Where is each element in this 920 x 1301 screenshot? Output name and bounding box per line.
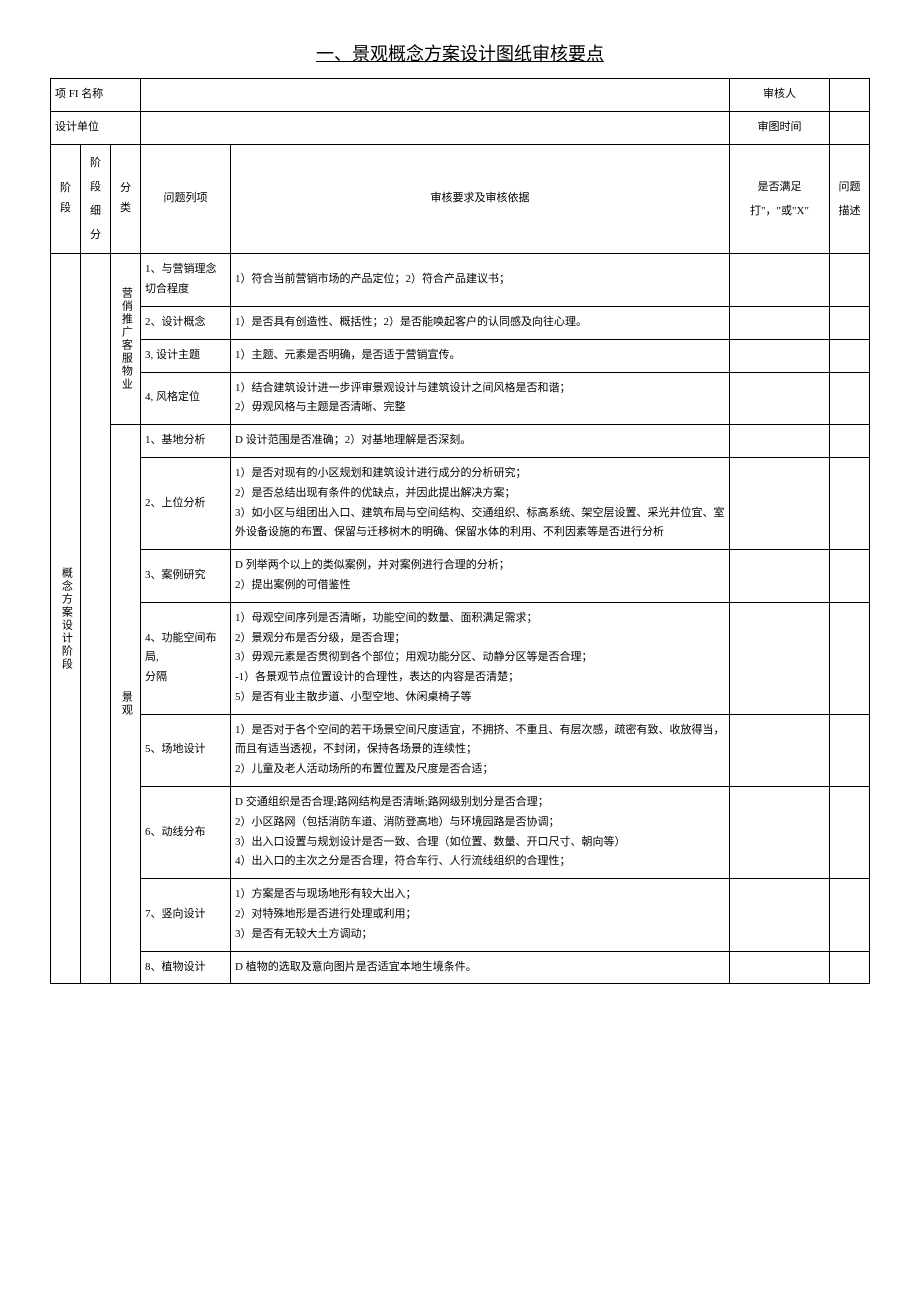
satisfy-cell bbox=[730, 457, 830, 549]
satisfy-cell bbox=[730, 306, 830, 339]
item-cell: 4、功能空间布局, 分隔 bbox=[141, 602, 231, 714]
document-title: 一、景观概念方案设计图纸审核要点 bbox=[50, 40, 870, 66]
desc-cell bbox=[830, 550, 870, 603]
review-time-label: 审图时间 bbox=[730, 111, 830, 144]
stage-cell: 概念方案设计阶段 bbox=[51, 254, 81, 984]
criteria-cell: D 植物的选取及意向图片是否适宜本地生境条件。 bbox=[231, 951, 730, 984]
satisfy-cell bbox=[730, 879, 830, 951]
criteria-cell: 1）符合当前营销市场的产品定位；2）符合产品建议书； bbox=[231, 254, 730, 307]
meta-row-1: 项 FI 名称 审核人 bbox=[51, 79, 870, 112]
item-cell: 2、上位分析 bbox=[141, 457, 231, 549]
desc-cell bbox=[830, 339, 870, 372]
criteria-cell: 1）是否对于各个空间的若干场景空间尺度适宜，不拥挤、不重且、有层次感，疏密有致、… bbox=[231, 714, 730, 786]
criteria-cell: D 列举两个以上的类似案例，并对案例进行合理的分析； 2）提出案例的可借鉴性 bbox=[231, 550, 730, 603]
satisfy-cell bbox=[730, 550, 830, 603]
satisfy-cell bbox=[730, 372, 830, 425]
table-row: 4, 风格定位 1）结合建筑设计进一步评审景观设计与建筑设计之间风格是否和谐； … bbox=[51, 372, 870, 425]
criteria-cell: D 交通组织是否合理;路网结构是否清晰;路网级别划分是否合理； 2）小区路网（包… bbox=[231, 787, 730, 879]
col-criteria: 审核要求及审核依据 bbox=[231, 144, 730, 254]
desc-cell bbox=[830, 879, 870, 951]
desc-cell bbox=[830, 602, 870, 714]
col-item: 问题列项 bbox=[141, 144, 231, 254]
desc-cell bbox=[830, 306, 870, 339]
criteria-cell: 1）结合建筑设计进一步评审景观设计与建筑设计之间风格是否和谐； 2）毋观风格与主… bbox=[231, 372, 730, 425]
substage-cell bbox=[81, 254, 111, 984]
project-value bbox=[141, 79, 730, 112]
item-cell: 5、场地设计 bbox=[141, 714, 231, 786]
table-row: 8、植物设计 D 植物的选取及意向图片是否适宜本地生境条件。 bbox=[51, 951, 870, 984]
item-cell: 2、设计概念 bbox=[141, 306, 231, 339]
satisfy-cell bbox=[730, 425, 830, 458]
review-time-value bbox=[830, 111, 870, 144]
column-header-row: 阶段 阶段 细分 分类 问题列项 审核要求及审核依据 是否满足 打"，"或"X"… bbox=[51, 144, 870, 254]
satisfy-cell bbox=[730, 787, 830, 879]
desc-cell bbox=[830, 951, 870, 984]
desc-cell bbox=[830, 425, 870, 458]
satisfy-cell bbox=[730, 254, 830, 307]
satisfy-cell bbox=[730, 339, 830, 372]
table-row: 4、功能空间布局, 分隔 1）母观空间序列是否清晰，功能空间的数量、面积满足需求… bbox=[51, 602, 870, 714]
project-label: 项 FI 名称 bbox=[51, 79, 141, 112]
col-category: 分类 bbox=[111, 144, 141, 254]
col-substage: 阶段 细分 bbox=[81, 144, 111, 254]
design-unit-value bbox=[141, 111, 730, 144]
desc-cell bbox=[830, 372, 870, 425]
satisfy-cell bbox=[730, 602, 830, 714]
satisfy-cell bbox=[730, 951, 830, 984]
desc-cell bbox=[830, 457, 870, 549]
item-cell: 3、案例研究 bbox=[141, 550, 231, 603]
review-table: 项 FI 名称 审核人 设计单位 审图时间 阶段 阶段 细分 分类 问题列项 审… bbox=[50, 78, 870, 984]
col-satisfy: 是否满足 打"，"或"X" bbox=[730, 144, 830, 254]
reviewer-value bbox=[830, 79, 870, 112]
table-row: 2、设计概念 1）是否具有创造性、概括性；2）是否能唤起客户的认同感及向往心理。 bbox=[51, 306, 870, 339]
reviewer-label: 审核人 bbox=[730, 79, 830, 112]
category-cell-1: 营俏推广客服物业 bbox=[111, 254, 141, 425]
table-row: 6、动线分布 D 交通组织是否合理;路网结构是否清晰;路网级别划分是否合理； 2… bbox=[51, 787, 870, 879]
desc-cell bbox=[830, 787, 870, 879]
table-row: 7、竖向设计 1）方案是否与现场地形有较大出入； 2）对特殊地形是否进行处理或利… bbox=[51, 879, 870, 951]
category-cell-2: 景观 bbox=[111, 425, 141, 984]
criteria-cell: 1）方案是否与现场地形有较大出入； 2）对特殊地形是否进行处理或利用； 3）是否… bbox=[231, 879, 730, 951]
item-cell: 3, 设计主题 bbox=[141, 339, 231, 372]
criteria-cell: 1）主题、元素是否明确，是否适于营销宣传。 bbox=[231, 339, 730, 372]
item-cell: 1、与营销理念切合程度 bbox=[141, 254, 231, 307]
item-cell: 4, 风格定位 bbox=[141, 372, 231, 425]
table-row: 概念方案设计阶段 营俏推广客服物业 1、与营销理念切合程度 1）符合当前营销市场… bbox=[51, 254, 870, 307]
criteria-cell: 1）是否对现有的小区规划和建筑设计进行成分的分析研究； 2）是否总结出现有条件的… bbox=[231, 457, 730, 549]
criteria-cell: D 设计范围是否准确；2）对基地理解是否深刻。 bbox=[231, 425, 730, 458]
table-row: 2、上位分析 1）是否对现有的小区规划和建筑设计进行成分的分析研究； 2）是否总… bbox=[51, 457, 870, 549]
desc-cell bbox=[830, 714, 870, 786]
col-stage: 阶段 bbox=[51, 144, 81, 254]
design-unit-label: 设计单位 bbox=[51, 111, 141, 144]
satisfy-cell bbox=[730, 714, 830, 786]
item-cell: 8、植物设计 bbox=[141, 951, 231, 984]
table-row: 3, 设计主题 1）主题、元素是否明确，是否适于营销宣传。 bbox=[51, 339, 870, 372]
item-cell: 7、竖向设计 bbox=[141, 879, 231, 951]
meta-row-2: 设计单位 审图时间 bbox=[51, 111, 870, 144]
table-row: 景观 1、基地分析 D 设计范围是否准确；2）对基地理解是否深刻。 bbox=[51, 425, 870, 458]
item-cell: 1、基地分析 bbox=[141, 425, 231, 458]
col-desc: 问题 描述 bbox=[830, 144, 870, 254]
table-row: 5、场地设计 1）是否对于各个空间的若干场景空间尺度适宜，不拥挤、不重且、有层次… bbox=[51, 714, 870, 786]
item-cell: 6、动线分布 bbox=[141, 787, 231, 879]
criteria-cell: 1）母观空间序列是否清晰，功能空间的数量、面积满足需求； 2）景观分布是否分级，… bbox=[231, 602, 730, 714]
desc-cell bbox=[830, 254, 870, 307]
table-row: 3、案例研究 D 列举两个以上的类似案例，并对案例进行合理的分析； 2）提出案例… bbox=[51, 550, 870, 603]
criteria-cell: 1）是否具有创造性、概括性；2）是否能唤起客户的认同感及向往心理。 bbox=[231, 306, 730, 339]
